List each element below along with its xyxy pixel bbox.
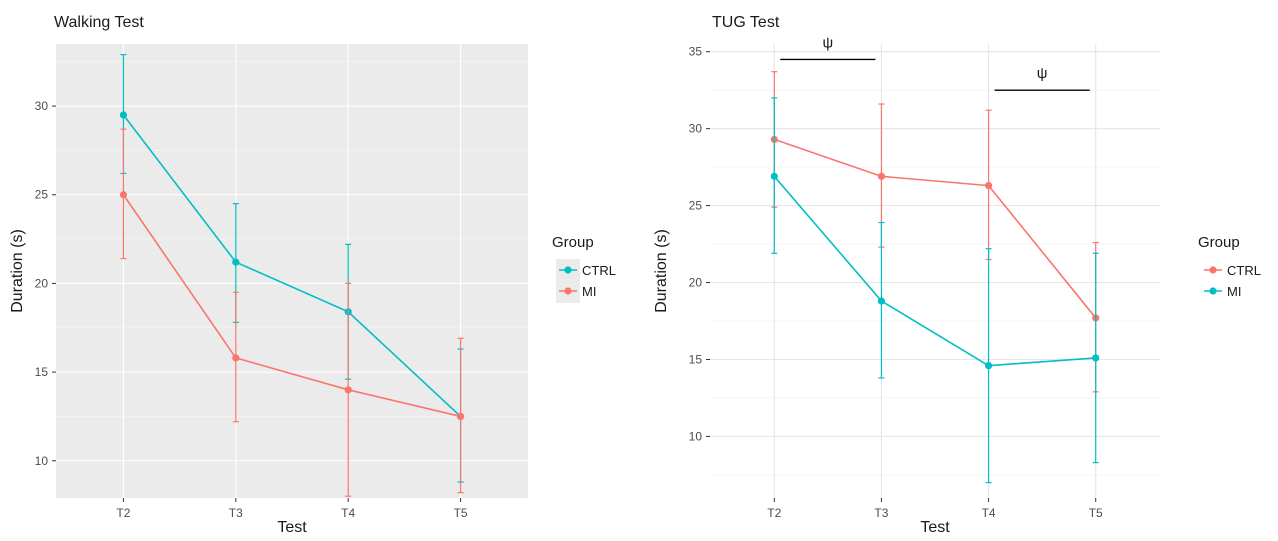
y-tick-label: 35 (689, 45, 703, 59)
data-point (877, 172, 886, 180)
chart-title: Walking Test (54, 14, 144, 31)
data-point (984, 181, 993, 190)
series-line-mi (773, 175, 1096, 367)
x-tick-label: T3 (874, 506, 888, 520)
data-point (456, 412, 465, 421)
legend-label: CTRL (1227, 263, 1261, 278)
tug-test-chart: 10 15 20 25 30 35 T2 T3 T4 T5 ψ ψ TUG Test Test Durati… (653, 14, 1261, 536)
chart-title: TUG Test (712, 14, 780, 31)
data-point (984, 362, 993, 370)
data-point (344, 386, 352, 394)
legend-label: MI (1227, 284, 1241, 299)
x-tick-label: T5 (454, 506, 468, 520)
y-tick-label: 20 (35, 276, 49, 290)
y-tick-label: 30 (35, 99, 49, 113)
legend-label: MI (582, 284, 596, 299)
legend-key-point (1209, 266, 1217, 274)
y-tick-label: 10 (689, 429, 703, 443)
plot-panel (56, 44, 528, 498)
x-tick-label: T2 (116, 506, 130, 520)
data-point (1092, 354, 1100, 362)
y-tick-label: 25 (35, 188, 49, 202)
data-point (119, 191, 128, 199)
legend-key-point (564, 266, 572, 274)
y-axis-title: Duration (s) (9, 229, 26, 313)
x-tick-label: T4 (982, 506, 996, 520)
x-axis-title: Test (277, 519, 307, 536)
x-axis-title: Test (920, 519, 950, 536)
series-line-ctrl (774, 138, 1097, 319)
x-tick-label: T3 (229, 506, 243, 520)
data-point (770, 172, 778, 180)
walking-test-chart: 10 15 20 25 30 T2 T3 T4 T5 Walking Test Test Durati… (9, 14, 616, 536)
x-tick-label: T5 (1089, 506, 1103, 520)
y-tick-label: 30 (689, 122, 703, 136)
series-line-mi (122, 194, 461, 418)
significance-label: ψ (1037, 65, 1048, 82)
legend-label: CTRL (582, 263, 616, 278)
y-tick-label: 20 (689, 276, 703, 290)
series-line-ctrl (122, 114, 462, 418)
legend-key-point (1209, 287, 1217, 295)
legend-key-background (556, 259, 580, 303)
significance-label: ψ (823, 34, 834, 51)
data-point (877, 297, 886, 305)
data-point (232, 354, 240, 362)
legend-title: Group (552, 234, 594, 251)
legend-key-point (564, 287, 572, 295)
y-tick-label: 25 (689, 199, 703, 213)
y-axis-title: Duration (s) (653, 229, 670, 313)
data-point (232, 258, 240, 266)
x-tick-label: T2 (767, 506, 781, 520)
x-tick-label: T4 (341, 506, 355, 520)
legend-title: Group (1198, 234, 1240, 251)
data-point (119, 111, 128, 119)
y-tick-label: 15 (689, 352, 703, 366)
y-tick-label: 10 (35, 454, 49, 468)
y-tick-label: 15 (35, 365, 49, 379)
